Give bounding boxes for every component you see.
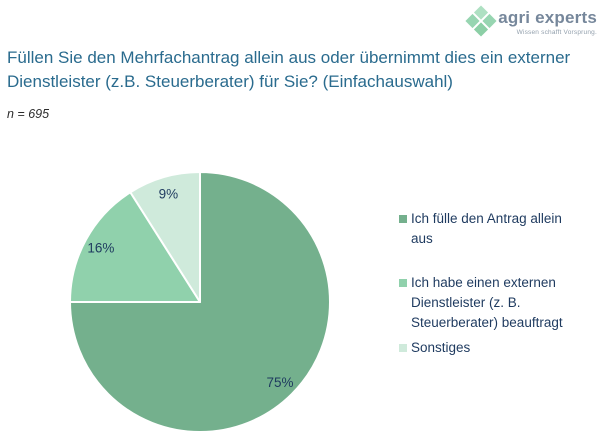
- pie-slice-2: [69, 191, 201, 303]
- pie-svg: 75% 16% 9%: [69, 171, 331, 433]
- legend-swatch: [399, 279, 407, 287]
- pie-slice-3: [129, 171, 201, 303]
- brand-text: agri experts Wissen schafft Vorsprung.: [498, 8, 597, 36]
- brand-name: agri experts: [498, 8, 597, 27]
- legend-label: Ich habe einen externen Dienstleister (z…: [411, 275, 563, 330]
- legend-item-2: Ich habe einen externen Dienstleister (z…: [399, 273, 579, 333]
- clover-diamond-icon: [465, 5, 497, 37]
- sample-size: n = 695: [7, 107, 50, 121]
- legend-item-1: Ich fülle den Antrag allein aus: [399, 209, 579, 249]
- pie-slice-1: [69, 171, 331, 433]
- pie-data-label: 75%: [266, 375, 293, 390]
- legend-swatch: [399, 344, 407, 352]
- legend-label: Ich fülle den Antrag allein aus: [411, 211, 562, 246]
- pie-chart: 75% 16% 9%: [0, 140, 400, 440]
- pie-data-label: 9%: [159, 186, 179, 201]
- legend-item-3: Sonstiges: [399, 338, 579, 358]
- legend-swatch: [399, 215, 407, 223]
- brand-logo: agri experts Wissen schafft Vorsprung.: [465, 5, 597, 37]
- question-title: Füllen Sie den Mehrfachantrag allein aus…: [7, 48, 571, 91]
- chart-legend: Ich fülle den Antrag allein aus Ich habe …: [399, 209, 599, 389]
- legend-label: Sonstiges: [411, 340, 471, 355]
- pie-data-label: 16%: [87, 241, 114, 256]
- brand-tagline: Wissen schafft Vorsprung.: [516, 29, 597, 36]
